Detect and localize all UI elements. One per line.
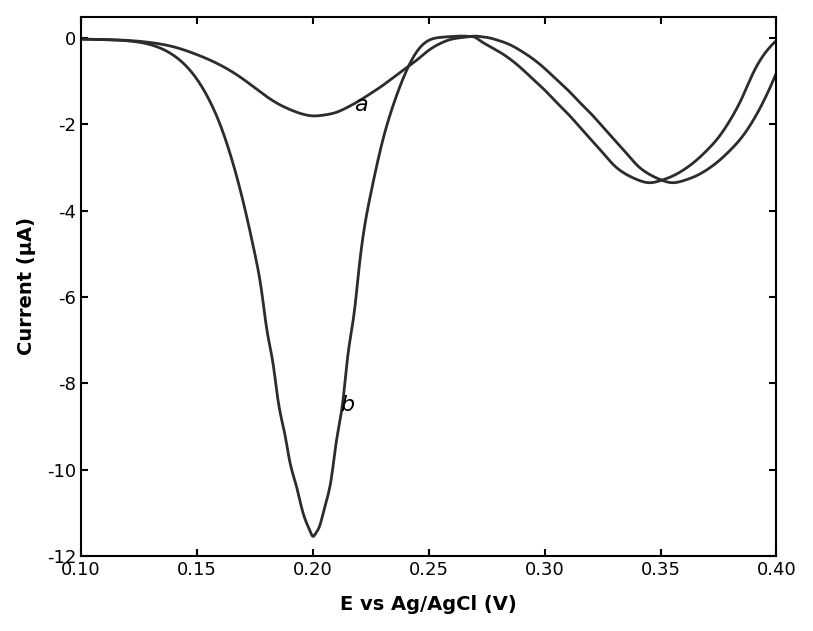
X-axis label: E vs Ag/AgCl (V): E vs Ag/AgCl (V) xyxy=(341,595,517,615)
Text: a: a xyxy=(354,95,368,115)
Text: b: b xyxy=(341,395,354,415)
Y-axis label: Current (μA): Current (μA) xyxy=(17,217,36,355)
